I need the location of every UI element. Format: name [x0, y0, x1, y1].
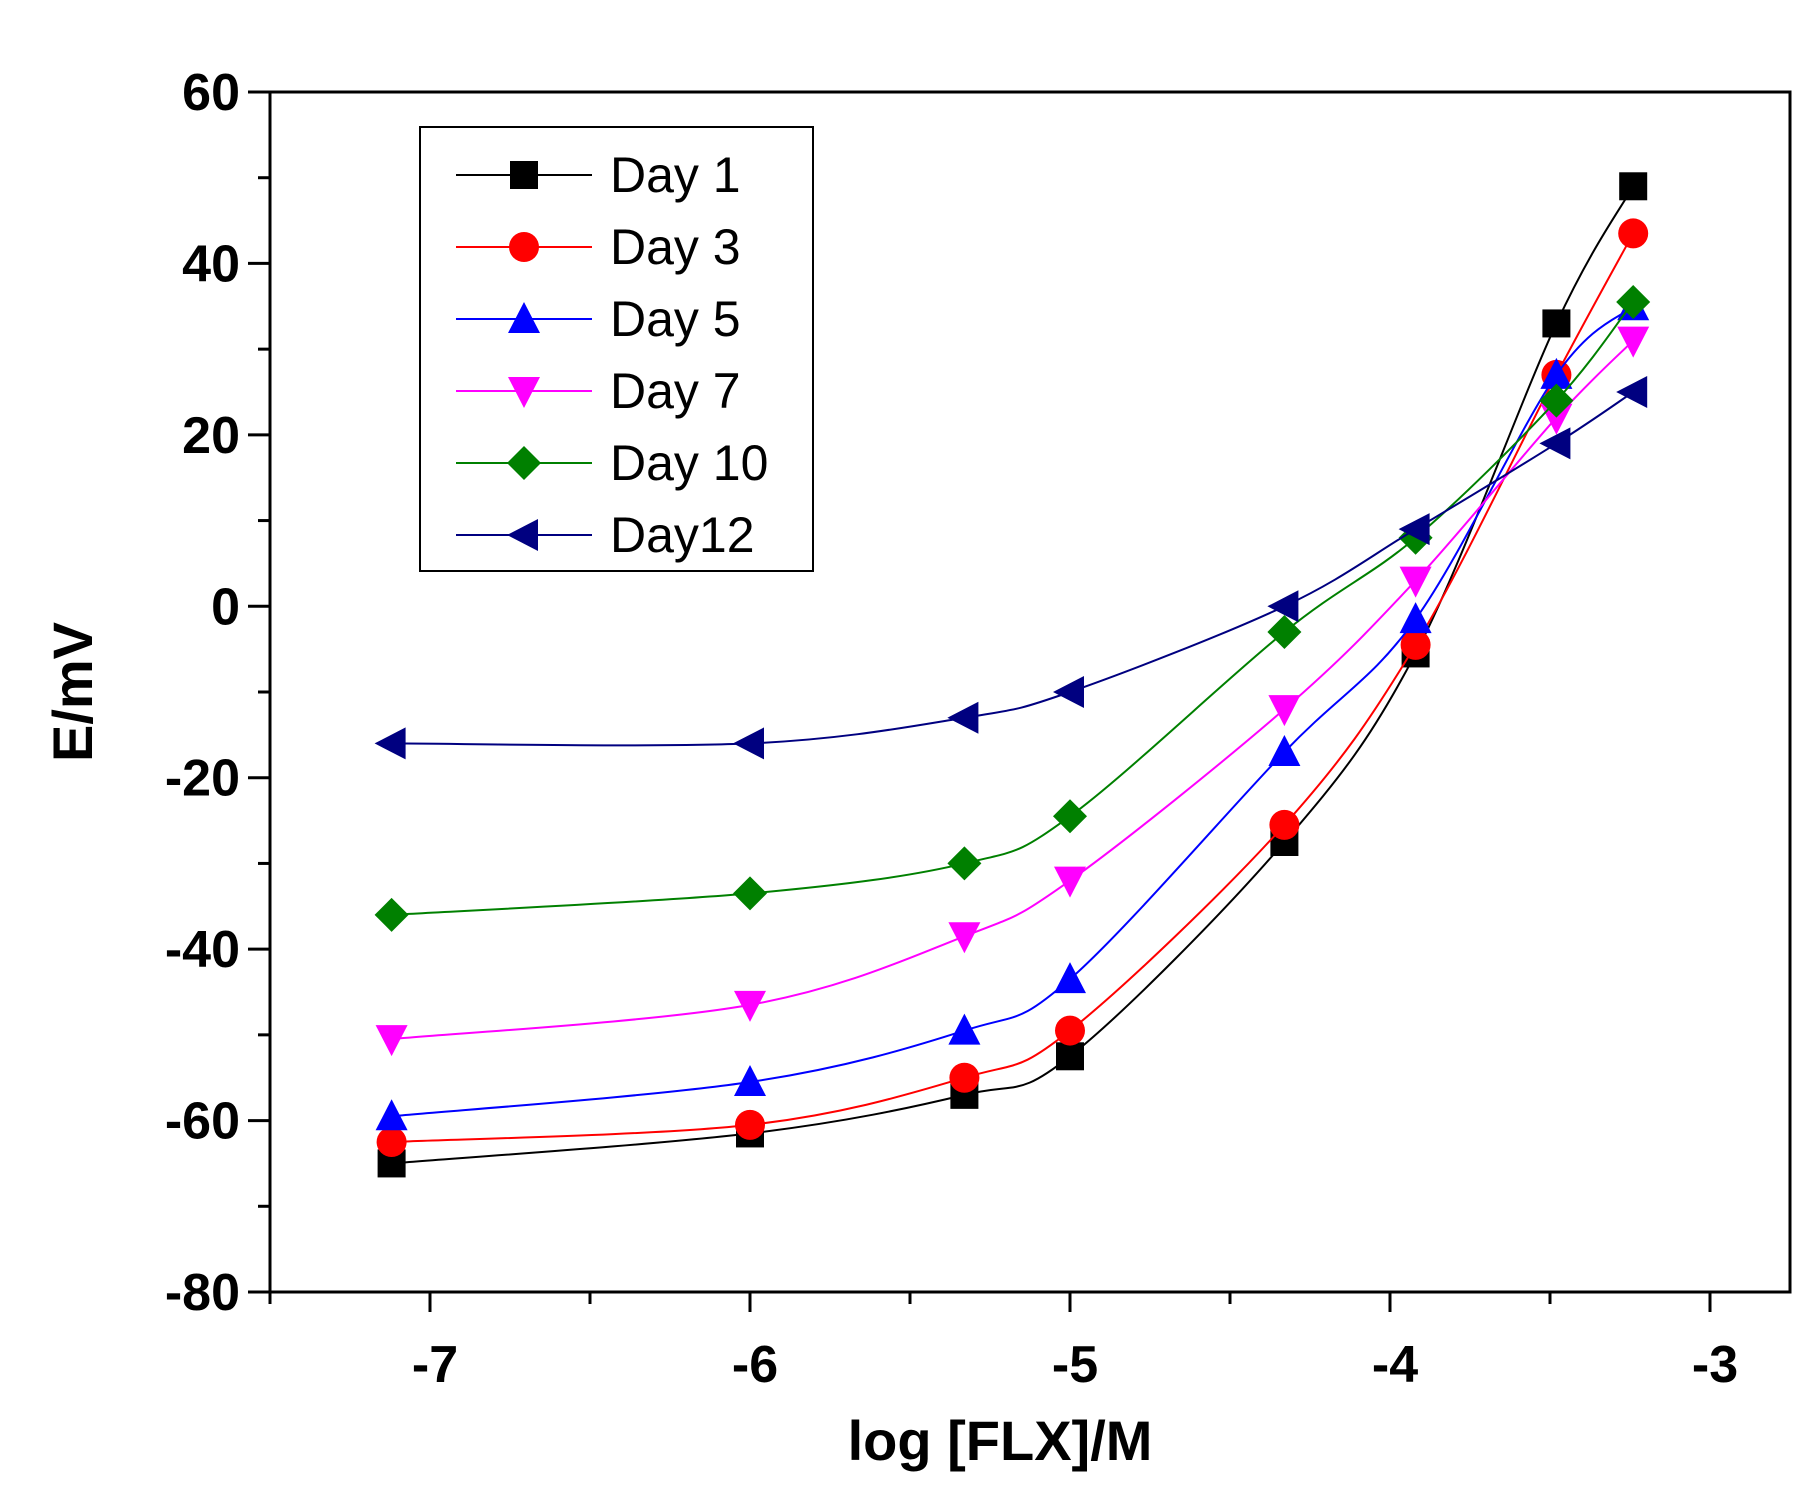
series-day-5	[375, 289, 1650, 1131]
legend-marker-day-5	[508, 302, 540, 333]
legend-item-day-3: Day 3	[456, 219, 741, 275]
data-point-day-5	[734, 1065, 766, 1096]
data-point-day-10	[374, 897, 409, 932]
data-point-day-5	[1054, 962, 1086, 994]
data-point-day-7	[1617, 326, 1650, 358]
data-point-day-10	[1267, 615, 1302, 649]
legend-item-day-10: Day 10	[456, 435, 768, 491]
legend-label: Day12	[610, 507, 755, 563]
x-axis-title: log [FLX]/M	[848, 1409, 1153, 1472]
data-point-day-10	[1616, 285, 1651, 319]
legend-label: Day 10	[610, 435, 768, 491]
x-tick-label: -7	[412, 1336, 458, 1394]
data-point-day-10	[947, 846, 982, 881]
data-point-day-3	[949, 1062, 980, 1093]
series-line-day12	[391, 391, 1634, 747]
data-point-day-7	[1540, 403, 1573, 435]
data-point-day-7	[734, 990, 766, 1022]
legend-label: Day 1	[610, 147, 741, 203]
legend-label: Day 5	[610, 291, 741, 347]
legend-label: Day 3	[610, 219, 741, 275]
legend-item-day-5: Day 5	[456, 291, 741, 347]
data-point-day-10	[733, 876, 767, 911]
y-tick-label: 0	[211, 578, 240, 636]
data-point-day-3	[1400, 629, 1431, 660]
data-point-day-7	[1399, 566, 1432, 598]
data-point-day-7	[948, 922, 981, 954]
legend-marker-day-7	[508, 377, 540, 408]
x-tick-label: -4	[1372, 1336, 1418, 1394]
data-point-day-5	[1399, 602, 1432, 634]
series-day-3	[376, 218, 1649, 1157]
data-point-day12	[1539, 427, 1571, 460]
y-tick-label: -40	[165, 921, 240, 979]
x-axis: -7 -6 -5 -4 -3	[268, 1292, 1738, 1394]
y-tick-label: -60	[165, 1093, 240, 1151]
y-tick-label: -20	[165, 750, 240, 808]
data-point-day-7	[375, 1025, 408, 1057]
x-tick-label: -5	[1052, 1336, 1098, 1394]
data-point-day-5	[948, 1013, 981, 1045]
legend-item-day-7: Day 7	[456, 363, 741, 419]
data-point-day12	[947, 701, 979, 734]
series-group	[374, 172, 1651, 1178]
y-axis: -80 -60 -40 -20 0 20 40 60	[165, 64, 270, 1322]
data-point-day12	[1053, 676, 1084, 708]
data-point-day-3	[376, 1127, 407, 1157]
data-point-day-7	[1268, 695, 1301, 727]
data-point-day-3	[735, 1109, 765, 1140]
data-point-day-5	[1268, 735, 1301, 766]
legend-box	[419, 126, 814, 572]
legend-marker-day12	[507, 519, 538, 551]
legend-marker-day-3	[509, 232, 539, 262]
legend: Day 1 Day 3 Day 5 Day 7 Day 10 Day12	[419, 126, 814, 572]
y-tick-label: 40	[182, 235, 240, 293]
data-point-day-1	[1619, 172, 1648, 201]
x-tick-label: -6	[732, 1336, 778, 1394]
data-point-day-1	[1056, 1042, 1084, 1071]
legend-item-day12: Day12	[456, 507, 755, 563]
data-point-day-3	[1269, 809, 1300, 840]
data-point-day-3	[1055, 1015, 1085, 1046]
data-point-day12	[733, 727, 764, 760]
data-point-day-10	[1053, 799, 1087, 834]
data-point-day-1	[1542, 309, 1571, 338]
data-point-day12	[374, 727, 406, 760]
legend-item-day-1: Day 1	[456, 147, 741, 203]
legend-marker-day-10	[507, 446, 541, 480]
data-point-day-10	[1539, 383, 1574, 418]
data-point-day12	[1616, 376, 1648, 408]
x-tick-label: -3	[1692, 1336, 1738, 1394]
series-day12	[374, 376, 1648, 760]
y-tick-label: 20	[182, 407, 240, 465]
legend-label: Day 7	[610, 363, 741, 419]
data-point-day-5	[1540, 357, 1573, 389]
data-point-day12	[1267, 590, 1299, 623]
data-point-day-3	[1618, 218, 1649, 249]
data-point-day-7	[1054, 866, 1086, 898]
data-point-day12	[1398, 513, 1430, 546]
y-tick-label: 60	[182, 64, 240, 122]
y-tick-label: -80	[165, 1264, 240, 1322]
legend-marker-day-1	[510, 161, 538, 189]
y-axis-title: E/mV	[41, 622, 104, 762]
data-point-day-5	[375, 1099, 408, 1131]
